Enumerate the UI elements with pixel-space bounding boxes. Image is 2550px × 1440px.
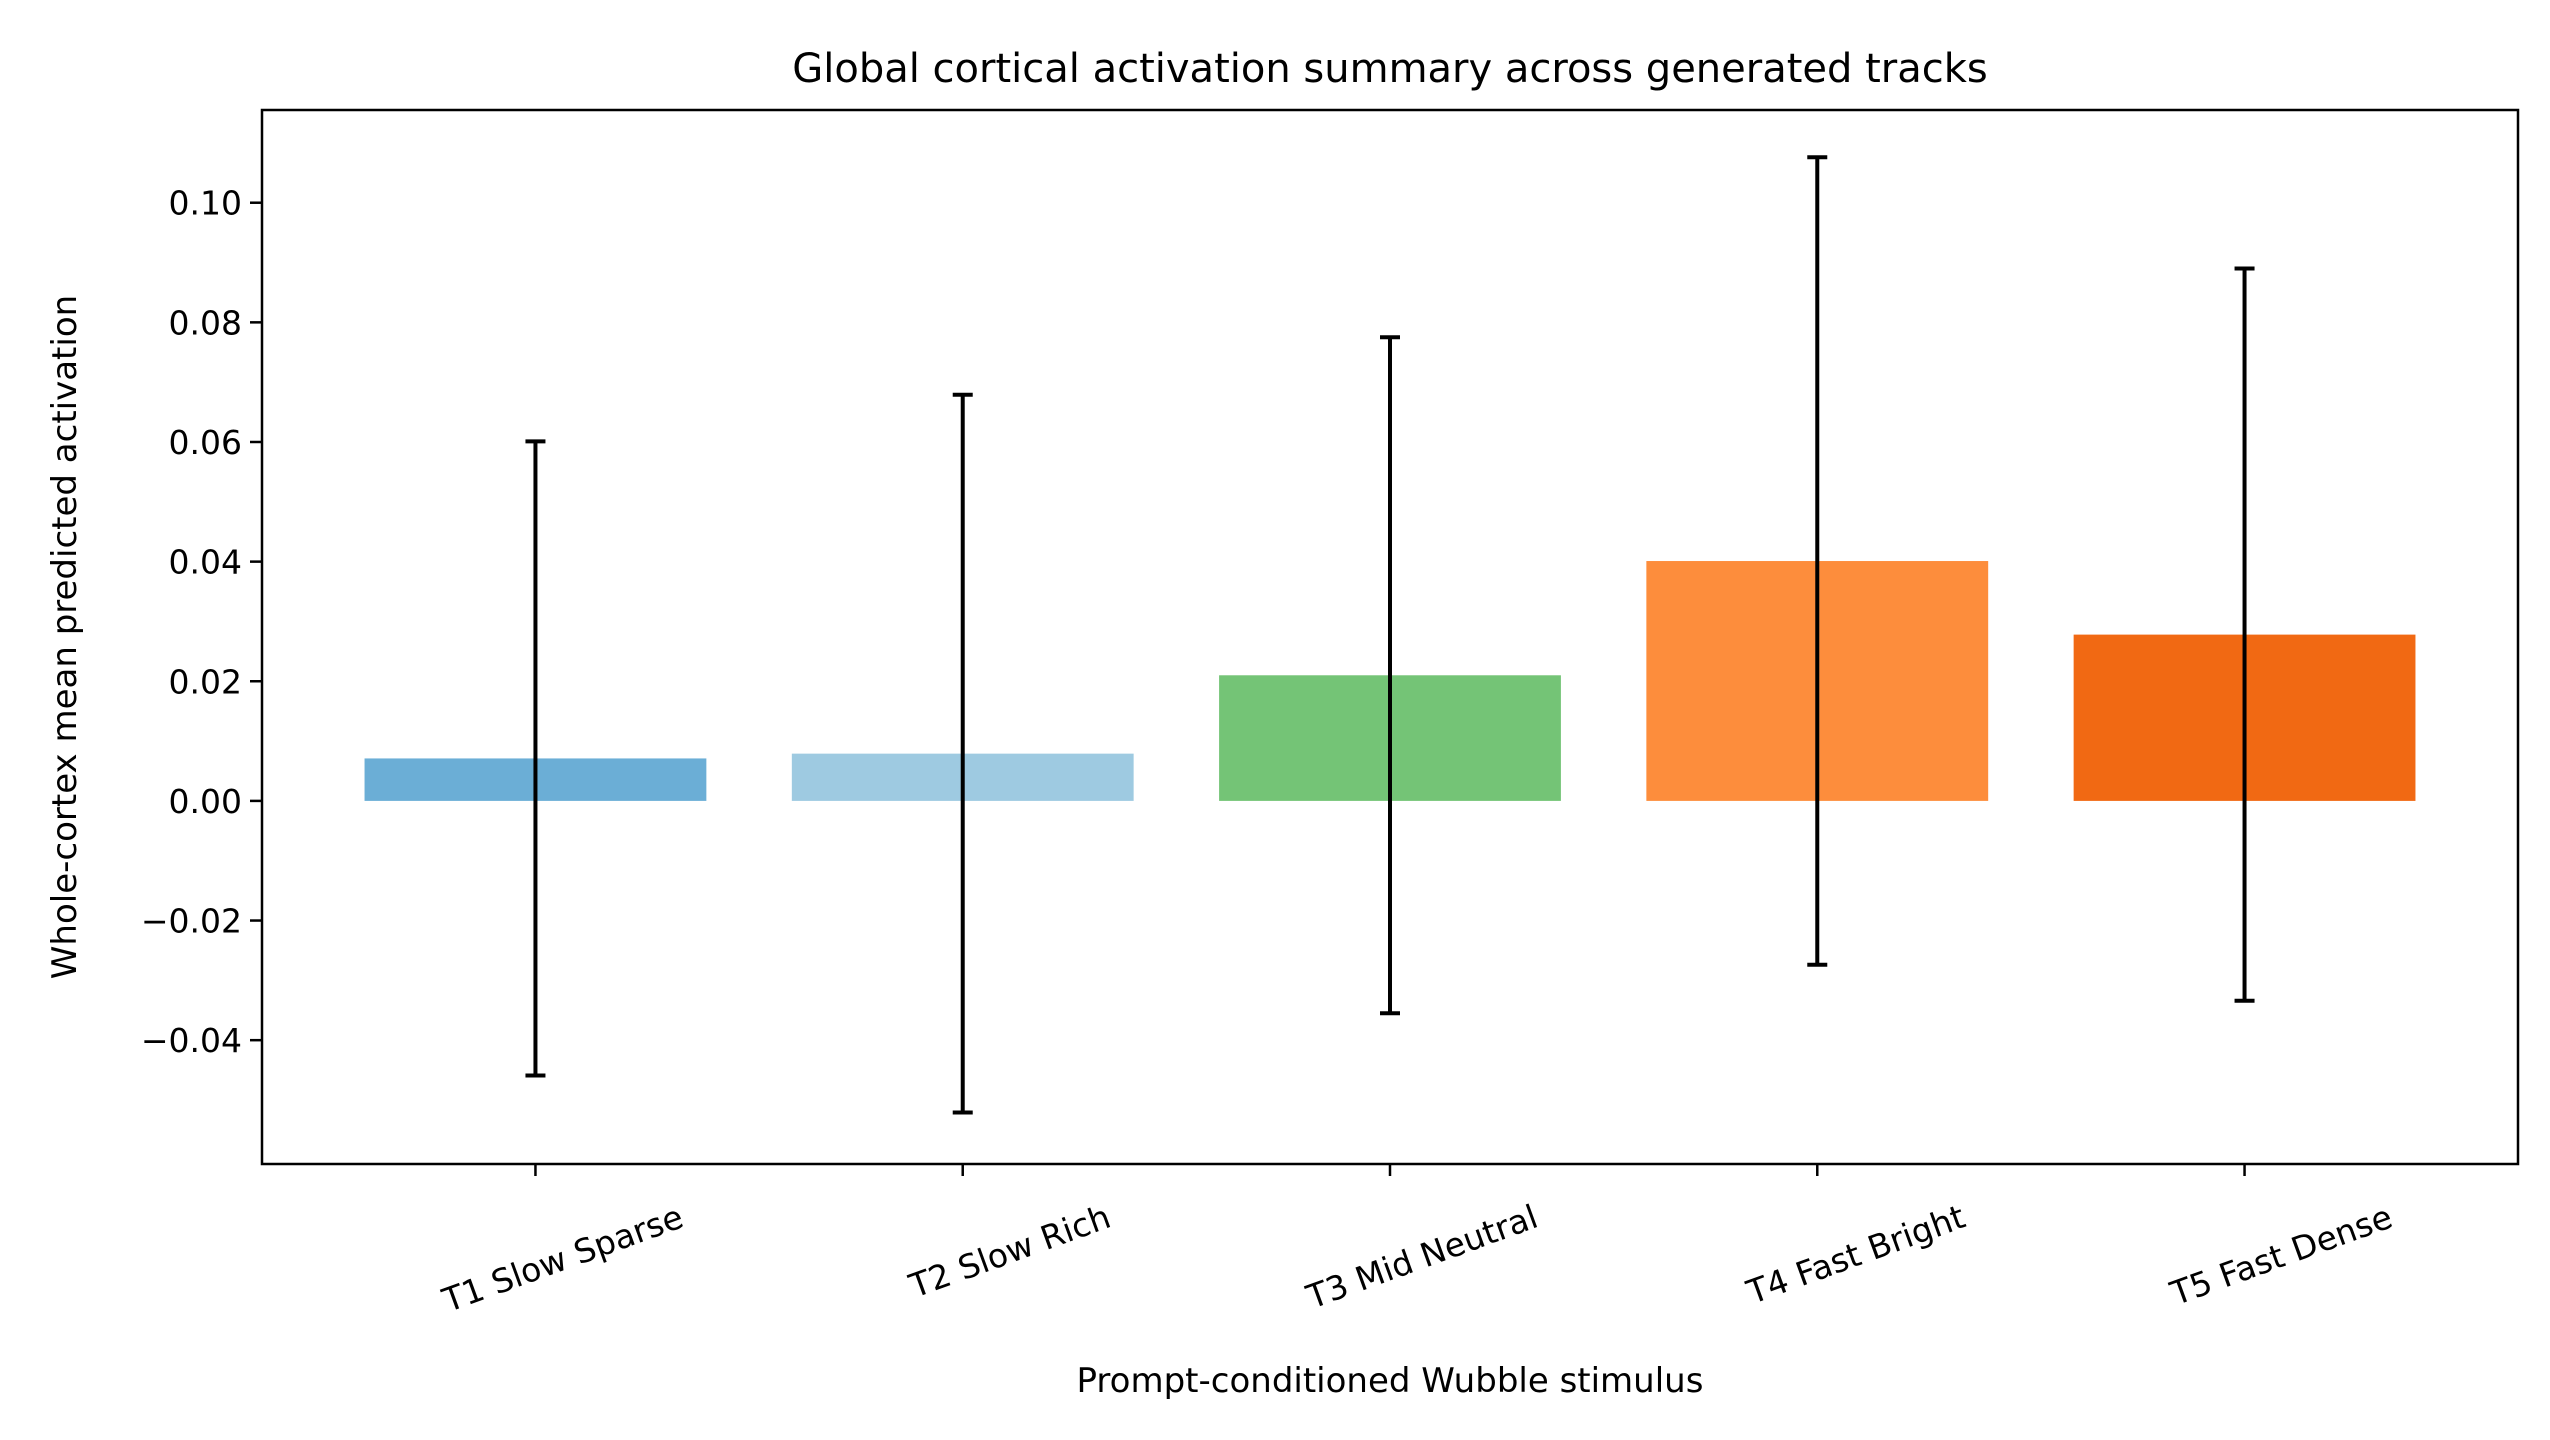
y-axis-label: Whole-cortex mean predicted activation [45,295,85,979]
y-tick-label: −0.04 [141,1021,242,1060]
error-bar-1 [525,439,546,1078]
error-bar-5 [2234,266,2255,1003]
x-axis-ticks: T1 Slow Sparse T2 Slow Rich T3 Mid Neutral… [437,1164,2397,1320]
x-tick-label: T5 Fast Dense [2164,1197,2397,1314]
y-tick-label: 0.00 [169,782,242,821]
error-bar-4 [1807,155,1828,967]
chart-title: Global cortical activation summary acros… [792,46,1988,92]
x-tick-label: T2 Slow Rich [903,1197,1115,1306]
error-bar-3 [1380,335,1400,1016]
y-tick-label: 0.06 [169,423,242,462]
error-bar-2 [952,392,973,1115]
error-bars-layer [525,155,2255,1115]
y-axis-ticks: −0.04 −0.02 0.00 0.02 0.04 0.06 0.08 0.10 [141,184,262,1060]
x-tick-label: T1 Slow Sparse [437,1197,689,1320]
x-axis-label: Prompt-conditioned Wubble stimulus [1077,1361,1704,1401]
y-tick-label: −0.02 [141,902,242,941]
y-tick-label: 0.04 [169,543,242,582]
y-tick-label: 0.02 [169,662,242,701]
x-tick-label: T4 Fast Bright [1741,1197,1970,1312]
y-tick-label: 0.08 [169,303,242,342]
y-tick-label: 0.10 [169,184,242,223]
x-tick-label: T3 Mid Neutral [1301,1197,1543,1317]
